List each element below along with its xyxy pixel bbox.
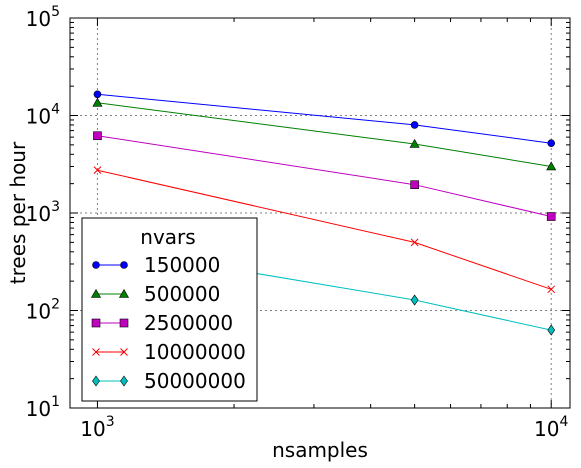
legend-label: 50000000	[144, 369, 246, 393]
data-point	[409, 138, 420, 148]
data-point	[93, 131, 102, 141]
series-line-150000	[97, 93, 552, 144]
legend-label: 500000	[144, 282, 220, 306]
legend-marker	[92, 261, 100, 269]
data-point	[92, 97, 103, 107]
axis-ticks: 101 102 103 104 105 103 104	[26, 4, 570, 441]
series-line-500000	[97, 102, 552, 167]
legend-marker	[90, 288, 102, 298]
legend-marker	[119, 318, 129, 328]
data-point	[547, 324, 556, 336]
legend-marker	[91, 318, 101, 328]
y-axis-label: trees per hour	[6, 141, 30, 284]
legend-entry-500000: 500000	[90, 282, 220, 306]
x-tick-label: 103	[80, 414, 114, 441]
data-point	[410, 121, 419, 129]
data-point	[93, 90, 102, 99]
legend-entries: 150000 500000 2500000 10000000 50000000	[90, 253, 246, 393]
x-marker-stroke	[92, 348, 100, 356]
y-tick-label: 101	[26, 394, 60, 421]
y-tick-label: 104	[26, 102, 60, 129]
x-marker-stroke	[547, 285, 556, 294]
y-tick-label: 105	[26, 4, 60, 31]
series-2500000	[93, 131, 556, 221]
data-point	[547, 139, 556, 147]
legend-marker	[92, 375, 100, 387]
data-point	[410, 180, 419, 190]
data-point	[546, 212, 556, 221]
legend-box	[81, 217, 258, 402]
legend-marker	[120, 375, 128, 387]
x-marker-stroke	[410, 238, 419, 247]
legend-marker	[92, 348, 100, 356]
legend-marker	[120, 348, 128, 356]
data-point	[93, 166, 102, 175]
series-line-2500000	[97, 135, 552, 217]
legend-marker	[118, 288, 130, 298]
y-tick-label: 103	[26, 199, 60, 226]
data-point	[410, 238, 419, 247]
x-axis-label: nsamples	[272, 438, 368, 462]
y-tick-label: 102	[26, 297, 60, 324]
data-point	[410, 294, 419, 306]
legend-label: 2500000	[144, 311, 233, 335]
x-marker-stroke	[93, 166, 102, 175]
data-point	[547, 285, 556, 294]
legend-entry-150000: 150000	[92, 253, 220, 277]
series-150000	[93, 90, 556, 147]
x-marker-stroke	[120, 348, 128, 356]
series-500000	[92, 97, 557, 171]
x-tick-label: 104	[534, 414, 568, 441]
legend: nvars 150000 500000 2500000 10000000 5000000…	[81, 217, 258, 402]
legend-entry-50000000: 50000000	[92, 369, 246, 393]
legend-title: nvars	[140, 225, 195, 249]
data-point	[546, 161, 557, 171]
series-lines	[92, 90, 557, 336]
grid-lines	[70, 18, 570, 408]
legend-entry-2500000: 2500000	[91, 311, 233, 335]
legend-marker	[120, 261, 128, 269]
legend-entry-10000000: 10000000	[92, 340, 246, 364]
legend-label: 10000000	[144, 340, 246, 364]
legend-label: 150000	[144, 253, 220, 277]
series-10000000	[93, 166, 556, 294]
